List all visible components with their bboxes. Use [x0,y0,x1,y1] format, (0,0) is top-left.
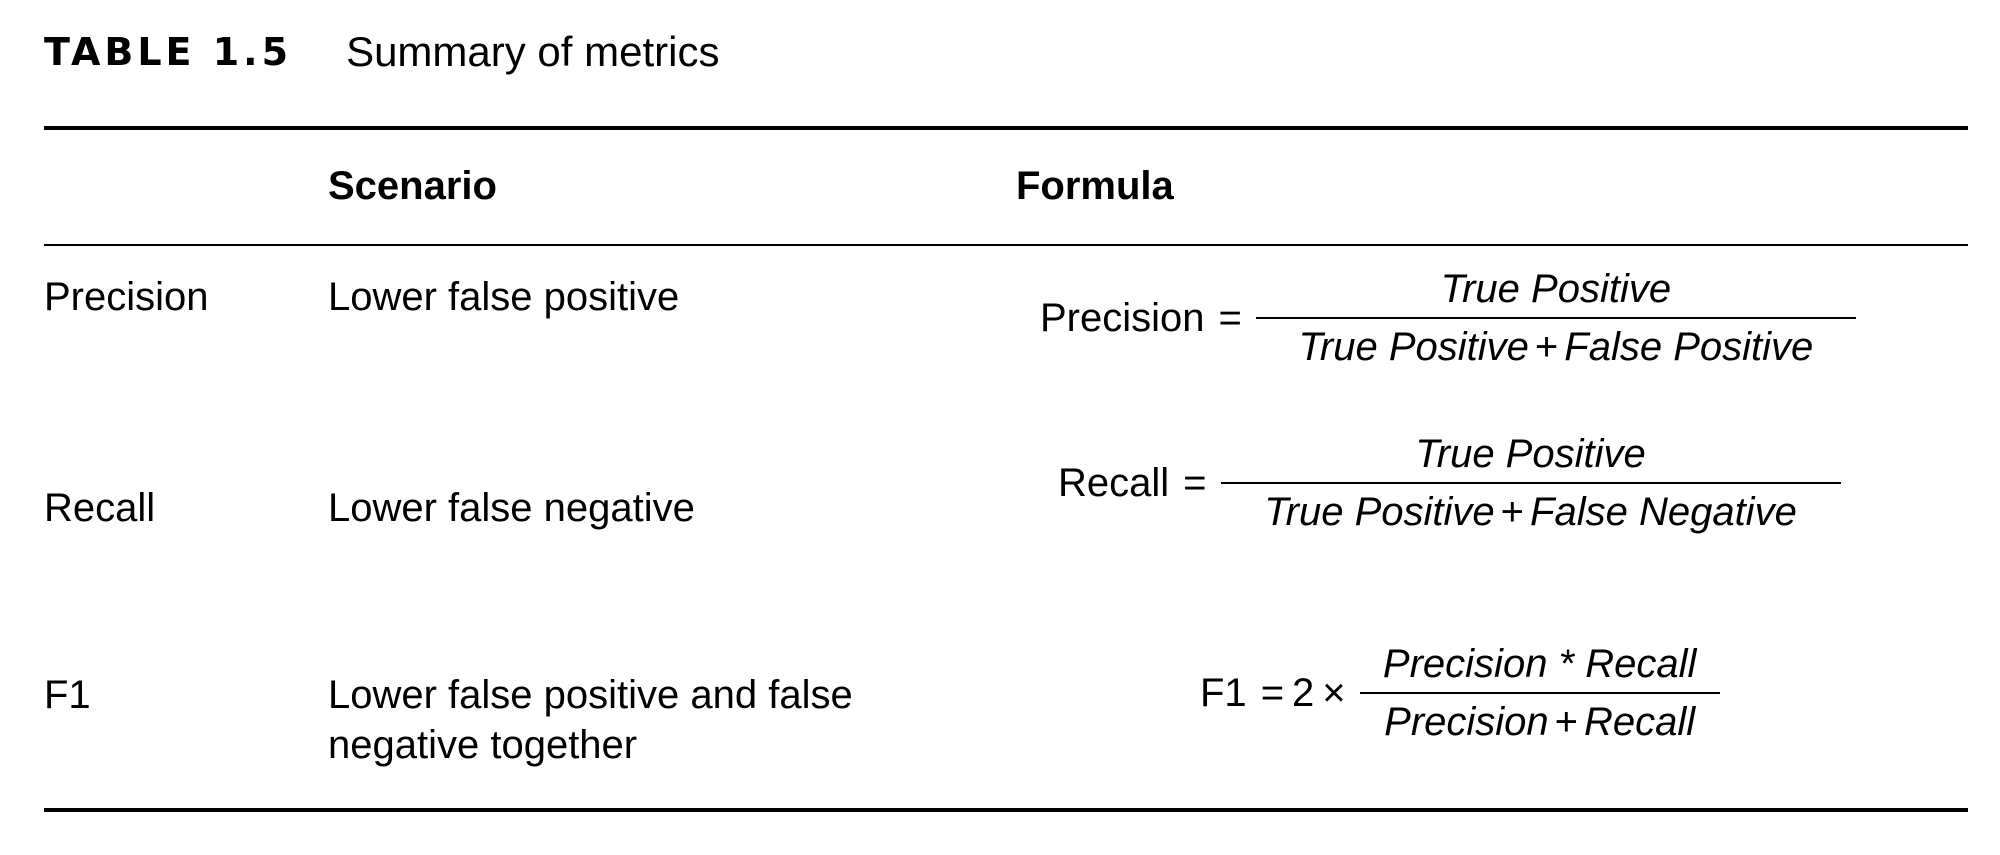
denominator-term: Recall [1584,700,1696,744]
denominator-term: False Negative [1530,490,1797,534]
formula-lhs: Precision [1040,295,1205,340]
plus-sign: + [1500,490,1525,534]
denominator-term: True Positive [1298,325,1529,369]
denominator: True Positive + False Positive [1292,319,1819,371]
times-sign: × [1322,670,1346,715]
metric-name-precision: Precision [44,275,209,319]
table-title: Summary of metrics [346,28,720,75]
numerator: True Positive [1415,432,1646,476]
plus-sign: + [1534,325,1559,369]
scenario-f1-line2: negative together [328,723,638,767]
equals-sign: = [1260,670,1285,715]
numerator: Precision * Recall [1382,642,1697,686]
coefficient: 2 [1292,670,1315,715]
formula-precision: Precision = True Positive True Positive +… [1040,265,1856,371]
denominator-term: True Positive [1264,490,1495,534]
denominator: True Positive + False Negative [1258,484,1803,536]
table-top-rule [44,126,1968,130]
column-header-formula: Formula [1016,164,1174,208]
metric-name-f1: F1 [44,673,91,717]
fraction-bar [1255,317,1856,319]
scenario-recall: Lower false negative [328,486,695,530]
denominator: Precision + Recall [1378,694,1701,746]
equals-sign: = [1183,460,1207,505]
metric-name-recall: Recall [44,486,156,530]
formula-lhs: Recall [1058,460,1170,505]
scenario-precision: Lower false positive [328,275,680,319]
equals-sign: = [1218,295,1242,340]
scenario-f1-line1: Lower false positive and false [328,673,853,717]
table-header-rule [44,244,1968,246]
fraction: Precision * Recall Precision + Recall [1359,640,1720,746]
fraction-bar [1220,482,1841,484]
table-number: TABLE 1.5 [44,30,293,74]
plus-sign: + [1554,700,1579,744]
denominator-term: Precision [1384,700,1549,744]
formula-lhs: F1 [1200,670,1247,715]
fraction: True Positive True Positive + False Positi… [1255,265,1856,371]
denominator-term: False Positive [1564,325,1814,369]
fraction: True Positive True Positive + False Negati… [1220,430,1841,536]
column-header-scenario: Scenario [328,164,497,208]
table-caption: TABLE 1.5 Summary of metrics [44,22,719,82]
formula-f1: F1 = 2 × Precision * Recall Precision + Re… [1200,640,1720,746]
fraction-bar [1359,692,1720,694]
formula-recall: Recall = True Positive True Positive + Fal… [1058,430,1841,536]
table-bottom-rule [44,808,1968,812]
numerator: True Positive [1440,267,1672,311]
